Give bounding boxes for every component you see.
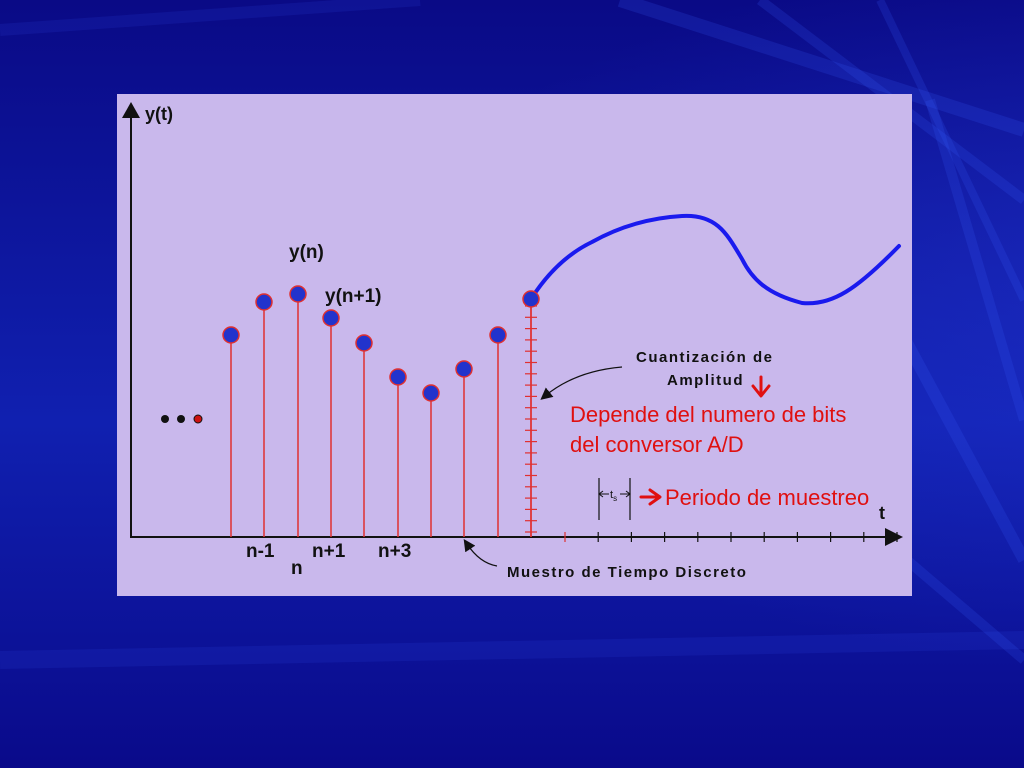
t-axis-arrowhead (885, 528, 903, 546)
continuous-signal-curve (529, 213, 901, 306)
sample-point (222, 326, 240, 344)
quantization-label-line1: Cuantización de (636, 349, 774, 366)
label-n-minus-1: n-1 (246, 541, 275, 562)
sampling-period-note: Periodo de muestreo (665, 485, 869, 510)
discrete-time-pointer-arrow (463, 539, 498, 567)
quantization-pointer-arrow (540, 366, 623, 400)
sample-point (289, 285, 307, 303)
sample-point (455, 360, 473, 378)
label-n: n (291, 558, 303, 579)
ellipsis-dot (193, 414, 203, 424)
label-n-plus-1: n+1 (312, 541, 346, 562)
bits-note-line2: del conversor A/D (570, 432, 744, 457)
diagram-panel: y(t) t y(n) y(n+1) n-1 n n+1 n+3 Cuantiz… (117, 94, 912, 596)
sample-point (422, 384, 440, 402)
label-n-plus-3: n+3 (378, 541, 411, 562)
label-y-n-plus-1: y(n+1) (325, 286, 382, 307)
y-axis-arrowhead (122, 102, 140, 118)
time-axis-ticks (564, 532, 898, 542)
sample-point (322, 309, 340, 327)
ts-arrow-left (598, 490, 609, 498)
ellipsis-dot (161, 415, 169, 423)
red-right-arrow-icon (639, 488, 662, 506)
sample-point (522, 290, 540, 308)
label-y-n: y(n) (289, 242, 324, 263)
ts-label: ts (610, 489, 617, 503)
y-axis-label: y(t) (145, 104, 173, 124)
t-axis-label: t (879, 503, 885, 523)
sample-stems (222, 285, 540, 537)
sample-point (389, 368, 407, 386)
sampling-diagram: y(t) t y(n) y(n+1) n-1 n n+1 n+3 Cuantiz… (122, 102, 903, 581)
sample-point (489, 326, 507, 344)
sample-point (355, 334, 373, 352)
discrete-time-label: Muestro de Tiempo Discreto (507, 564, 747, 581)
red-down-arrow-icon (751, 375, 771, 398)
ellipsis-dot (177, 415, 185, 423)
sample-point (255, 293, 273, 311)
quantization-label-line2: Amplitud (667, 372, 744, 389)
ts-arrow-right (620, 490, 631, 498)
bits-note-line1: Depende del numero de bits (570, 402, 846, 427)
